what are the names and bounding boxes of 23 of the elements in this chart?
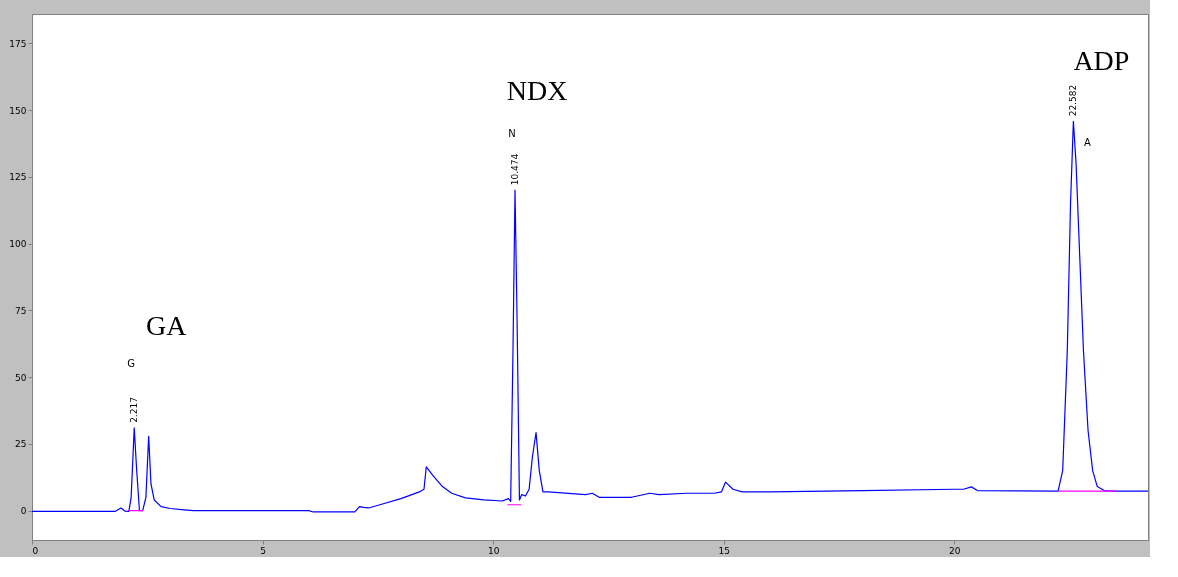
x-tick-label: 15 [718, 545, 730, 556]
annotation: N [508, 128, 516, 140]
y-tick-label: 50 [15, 372, 27, 383]
annotation: GA [146, 309, 188, 341]
y-tick-label: 0 [20, 506, 27, 517]
annotation: 2.217 [129, 397, 140, 423]
y-tick-label: 75 [15, 305, 27, 316]
x-tick-label: 5 [260, 545, 266, 556]
annotation: ADP [1073, 45, 1130, 77]
y-tick-label: 150 [9, 105, 27, 116]
y-tick-label: 175 [9, 38, 27, 49]
x-tick-label: 20 [949, 545, 961, 556]
annotation: 10.474 [510, 153, 521, 186]
annotation: NDX [506, 75, 568, 107]
line-series [32, 120, 1148, 513]
annotation: 22.582 [1068, 84, 1079, 117]
y-tick-label: 100 [9, 239, 27, 250]
annotation: G [127, 357, 136, 369]
x-tick-label: 0 [32, 545, 39, 556]
x-tick-label: 10 [487, 545, 500, 556]
annotation: A [1083, 137, 1091, 149]
y-tick-label: 125 [9, 172, 27, 183]
y-tick-label: 25 [15, 439, 27, 450]
